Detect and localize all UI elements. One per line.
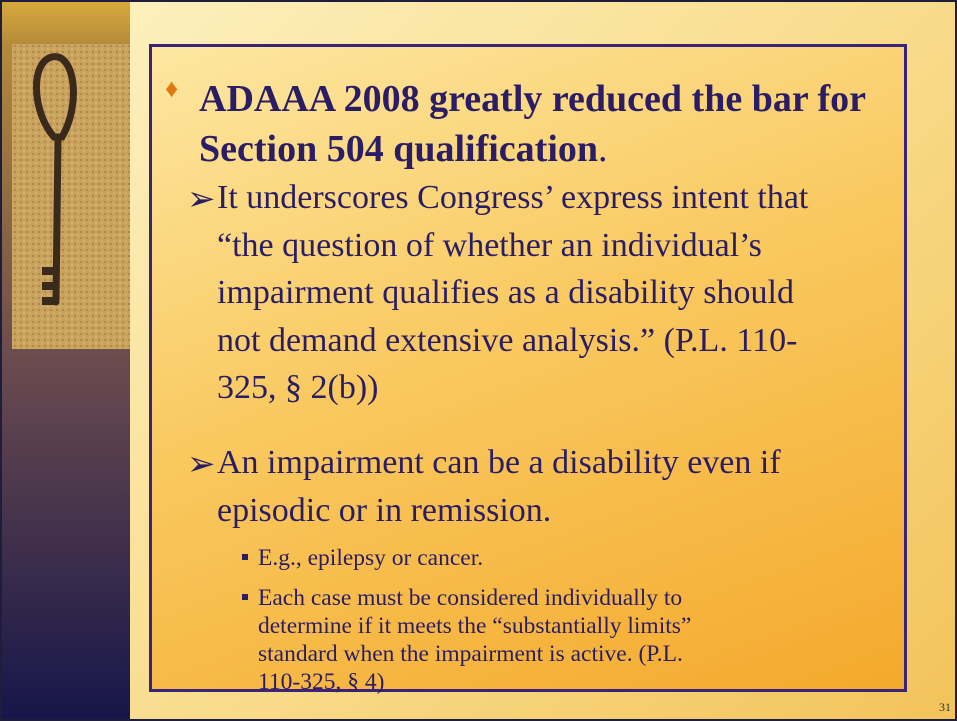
subpoint-line: E.g., epilepsy or cancer. (258, 545, 483, 572)
point-line: It underscores Congress’ express intent … (217, 179, 808, 217)
text: standard when the impairment is active. … (258, 641, 683, 667)
point-line: An impairment can be a disability even i… (217, 444, 781, 482)
text: determine if it meets the “substantially… (258, 613, 691, 639)
text: episodic or in remission. (217, 492, 551, 529)
text: impairment qualifies as a disability sho… (217, 274, 794, 311)
point-line: “the question of whether an individual’s (217, 227, 762, 265)
point-line: 325, § 2(b)) (217, 369, 378, 407)
text: 110-325, § 4) (258, 669, 384, 695)
point-line: not demand extensive analysis.” (P.L. 11… (217, 322, 797, 360)
subpoint-line: 110-325, § 4) (258, 669, 384, 696)
arrow-bullet: ➢ (187, 444, 216, 484)
text: An impairment can be a disability even i… (217, 444, 781, 481)
page-number: 31 (939, 700, 951, 715)
text: It underscores Congress’ express intent … (217, 179, 808, 216)
square-bullet (242, 554, 248, 560)
text: E.g., epilepsy or cancer. (258, 545, 483, 571)
side-strip (2, 2, 130, 721)
text: . (598, 128, 608, 170)
point-line: episodic or in remission. (217, 492, 551, 530)
text: Each case must be considered individuall… (258, 585, 682, 611)
text: 325, § 2(b)) (217, 369, 378, 406)
text: “the question of whether an individual’s (217, 227, 762, 264)
slide: 31 ♦ ADAAA 2008 greatly reduced the bar f… (0, 0, 957, 721)
heading: ADAAA 2008 greatly reduced the bar for S… (199, 74, 899, 174)
subpoint-line: Each case must be considered individuall… (258, 585, 682, 612)
arrow-bullet: ➢ (187, 179, 216, 219)
square-bullet (242, 594, 248, 600)
diamond-bullet: ♦ (165, 74, 178, 104)
point-line: impairment qualifies as a disability sho… (217, 274, 794, 312)
subpoint-line: standard when the impairment is active. … (258, 641, 683, 668)
text: ADAAA 2008 greatly reduced the bar for S… (199, 78, 865, 170)
subpoint-line: determine if it meets the “substantially… (258, 613, 691, 640)
text: not demand extensive analysis.” (P.L. 11… (217, 322, 797, 359)
